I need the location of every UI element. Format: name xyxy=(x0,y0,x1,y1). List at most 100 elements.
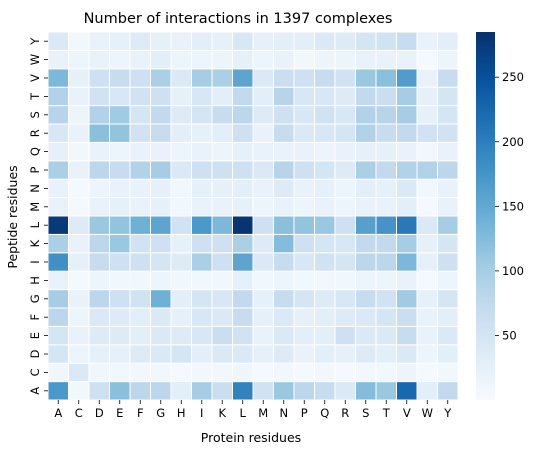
heatmap-cell xyxy=(273,252,295,272)
heatmap-cell xyxy=(293,233,315,254)
heatmap-cell xyxy=(416,381,438,401)
heatmap-cell xyxy=(314,270,336,291)
heatmap-cell xyxy=(68,252,90,272)
x-tick-label: V xyxy=(403,406,411,420)
heatmap-cell xyxy=(252,270,274,291)
heatmap-cell xyxy=(293,344,315,364)
heatmap-cell xyxy=(232,141,254,162)
heatmap-cell xyxy=(293,362,315,383)
heatmap-cell xyxy=(273,289,295,309)
heatmap-cell xyxy=(150,344,172,364)
heatmap-cell xyxy=(355,233,377,254)
heatmap-cell xyxy=(232,105,254,125)
heatmap-cell xyxy=(355,68,377,88)
y-tick-label: E xyxy=(28,332,42,339)
y-tick-label: W xyxy=(28,54,42,65)
heatmap-cell xyxy=(273,86,295,107)
heatmap-cell xyxy=(68,123,90,143)
heatmap-cell xyxy=(129,233,151,254)
y-tick-label: I xyxy=(28,260,42,263)
y-tick-label: Y xyxy=(28,37,42,46)
heatmap-cell xyxy=(170,49,192,70)
heatmap-cell xyxy=(355,178,377,199)
heatmap-cell xyxy=(375,289,397,309)
x-tick-label: P xyxy=(301,406,308,420)
heatmap-cell xyxy=(211,233,233,254)
heatmap-cell xyxy=(170,381,192,401)
heatmap-cell xyxy=(293,307,315,327)
heatmap-cell xyxy=(211,215,233,235)
heatmap-cell xyxy=(68,381,90,401)
heatmap-cell xyxy=(47,233,69,254)
heatmap-cell xyxy=(355,307,377,327)
heatmap-cell xyxy=(109,178,131,199)
heatmap-cell xyxy=(396,289,418,309)
heatmap-cell xyxy=(109,307,131,327)
heatmap-cell xyxy=(232,362,254,383)
heatmap-cell xyxy=(47,105,69,125)
heatmap-cell xyxy=(355,86,377,107)
heatmap-cell xyxy=(273,215,295,235)
heatmap-cell xyxy=(416,307,438,327)
heatmap-cell xyxy=(150,178,172,199)
heatmap-cell xyxy=(334,178,356,199)
heatmap-cell xyxy=(314,344,336,364)
heatmap-cell xyxy=(129,289,151,309)
heatmap-cell xyxy=(68,141,90,162)
heatmap-cell xyxy=(416,362,438,383)
heatmap-cell xyxy=(191,68,213,88)
heatmap-cell xyxy=(47,362,69,383)
heatmap-cell xyxy=(150,307,172,327)
heatmap-cell xyxy=(396,307,418,327)
heatmap-cell xyxy=(252,141,274,162)
heatmap-cell xyxy=(68,68,90,88)
heatmap-cell xyxy=(68,289,90,309)
heatmap-cell xyxy=(109,141,131,162)
heatmap-cell xyxy=(211,252,233,272)
heatmap-cell xyxy=(396,105,418,125)
heatmap-cell xyxy=(375,86,397,107)
heatmap-cell xyxy=(396,68,418,88)
heatmap-cell xyxy=(334,49,356,70)
heatmap-cell xyxy=(129,344,151,364)
heatmap-cell xyxy=(191,160,213,180)
heatmap-cell xyxy=(232,215,254,235)
heatmap-cell xyxy=(68,270,90,291)
heatmap-cell xyxy=(170,197,192,217)
x-tick-label: E xyxy=(116,406,123,420)
heatmap-cell xyxy=(211,178,233,199)
y-axis-label: Peptide residues xyxy=(5,165,20,268)
heatmap-cell xyxy=(252,197,274,217)
heatmap-cell xyxy=(211,160,233,180)
heatmap-cell xyxy=(88,31,110,51)
heatmap-cell xyxy=(170,344,192,364)
heatmap-cell xyxy=(129,86,151,107)
heatmap-cell xyxy=(129,381,151,401)
heatmap-cell xyxy=(47,141,69,162)
heatmap-cell xyxy=(437,123,459,143)
heatmap-cell xyxy=(129,325,151,346)
heatmap-cell xyxy=(293,160,315,180)
heatmap-cell xyxy=(109,123,131,143)
heatmap-cell xyxy=(191,344,213,364)
heatmap-cell xyxy=(252,215,274,235)
heatmap-cell xyxy=(150,362,172,383)
heatmap-cell xyxy=(314,123,336,143)
heatmap-cell xyxy=(396,344,418,364)
x-tick-label: N xyxy=(279,406,288,420)
y-tick-label: T xyxy=(28,92,42,101)
y-tick-label: C xyxy=(28,368,42,376)
y-tick-label: K xyxy=(28,239,42,247)
heatmap-cell xyxy=(314,141,336,162)
heatmap-cell xyxy=(150,270,172,291)
heatmap-cell xyxy=(437,381,459,401)
heatmap-cell xyxy=(88,325,110,346)
heatmap-cell xyxy=(416,160,438,180)
heatmap-cell xyxy=(314,68,336,88)
heatmap-cell xyxy=(109,252,131,272)
heatmap-cell xyxy=(437,31,459,51)
heatmap-cell xyxy=(355,362,377,383)
heatmap-cell xyxy=(396,362,418,383)
heatmap-cell xyxy=(211,289,233,309)
heatmap-cell xyxy=(252,289,274,309)
